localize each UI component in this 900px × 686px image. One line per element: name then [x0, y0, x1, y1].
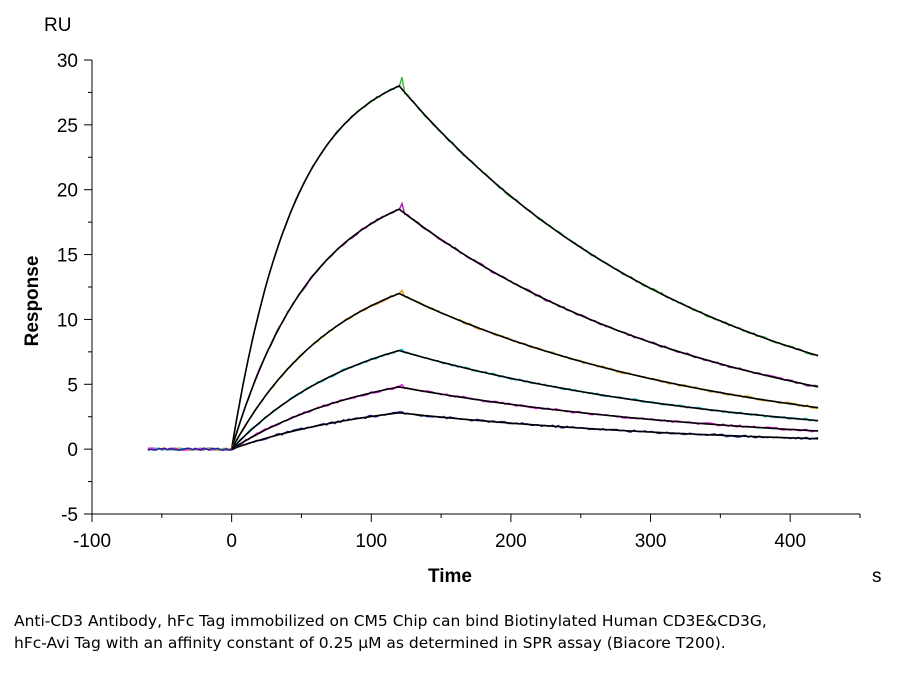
axes: -5 0 5 10 15 20 25 30 -100 0 100 200 300 400 — [57, 51, 861, 552]
fit-curve-line — [231, 349, 819, 450]
x-tick-label: -100 — [73, 531, 111, 552]
data-series-line — [147, 77, 819, 452]
x-unit-label: s — [872, 566, 882, 587]
y-tick-label: -5 — [61, 505, 78, 526]
y-tick-label: 15 — [57, 246, 78, 267]
fit-curve-line — [230, 84, 819, 450]
y-tick-label: 20 — [57, 181, 78, 202]
y-axis-title: Response — [22, 256, 43, 347]
x-tick-label: 300 — [635, 531, 667, 552]
figure-caption: Anti-CD3 Antibody, hFc Tag immobilized o… — [14, 612, 767, 652]
data-series-line — [147, 201, 819, 451]
y-tick-label: 30 — [57, 51, 78, 72]
data-series-line — [147, 383, 819, 452]
y-tick-label: 25 — [57, 116, 78, 137]
spr-sensorgram-chart: -5 0 5 10 15 20 25 30 -100 0 100 200 300 400 RU s Tim… — [22, 15, 882, 587]
y-tick-label: 10 — [57, 310, 78, 331]
x-tick-label: 400 — [774, 531, 806, 552]
series-layer — [147, 77, 819, 452]
y-tick-label: 5 — [67, 375, 78, 396]
x-tick-label: 100 — [355, 531, 387, 552]
x-tick-label: 200 — [495, 531, 527, 552]
y-unit-label: RU — [44, 15, 71, 36]
x-tick-label: 0 — [226, 531, 237, 552]
x-axis-title: Time — [428, 566, 472, 587]
fit-curve-line — [231, 411, 819, 450]
fit-curve-line — [231, 386, 819, 450]
fit-curve-line — [230, 208, 819, 450]
y-tick-label: 0 — [67, 440, 78, 461]
fit-curve-line — [230, 292, 819, 450]
